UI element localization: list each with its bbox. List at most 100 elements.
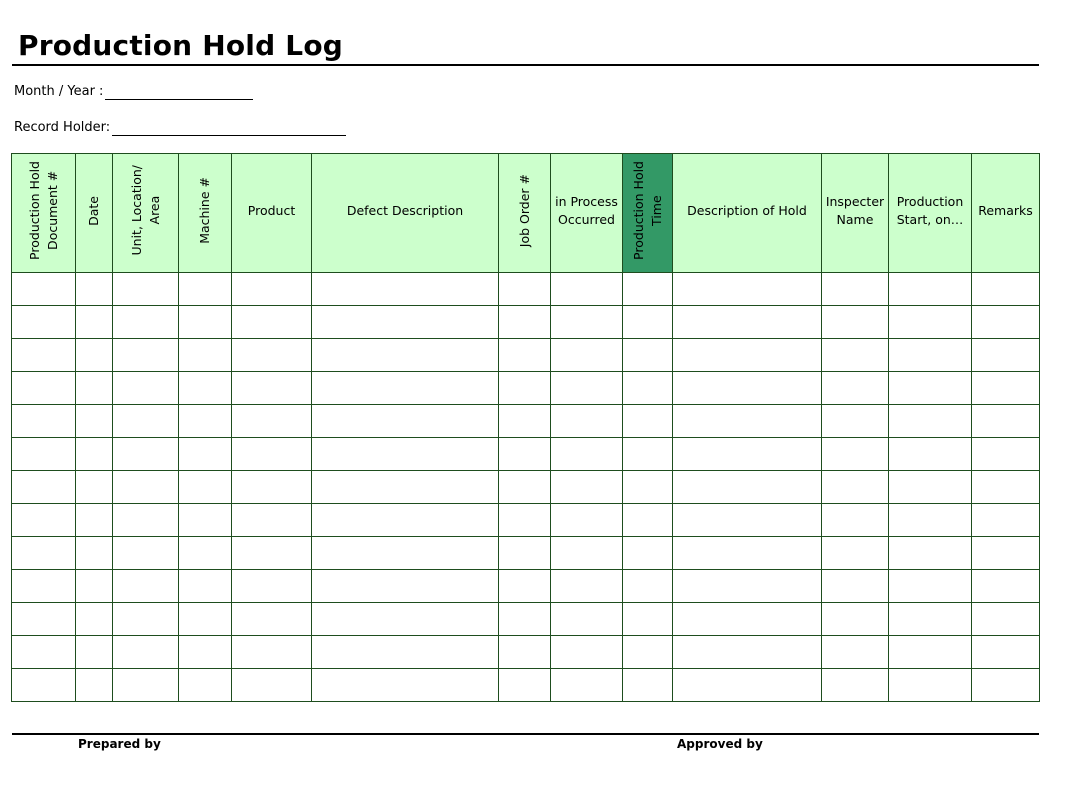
table-cell[interactable] [550,536,623,570]
table-cell[interactable] [231,536,312,570]
table-cell[interactable] [178,635,232,669]
table-cell[interactable] [971,272,1040,306]
table-cell[interactable] [112,371,179,405]
table-cell[interactable] [672,404,822,438]
table-cell[interactable] [311,602,499,636]
table-cell[interactable] [672,536,822,570]
table-cell[interactable] [231,569,312,603]
table-cell[interactable] [11,635,76,669]
table-cell[interactable] [672,437,822,471]
table-cell[interactable] [75,668,113,702]
table-cell[interactable] [550,602,623,636]
table-cell[interactable] [178,338,232,372]
table-cell[interactable] [112,602,179,636]
table-cell[interactable] [971,503,1040,537]
table-cell[interactable] [550,371,623,405]
table-cell[interactable] [622,371,673,405]
table-cell[interactable] [311,371,499,405]
table-cell[interactable] [971,569,1040,603]
table-cell[interactable] [971,536,1040,570]
table-cell[interactable] [311,338,499,372]
table-cell[interactable] [178,569,232,603]
table-cell[interactable] [231,338,312,372]
table-cell[interactable] [75,569,113,603]
table-cell[interactable] [622,668,673,702]
table-cell[interactable] [888,503,972,537]
table-cell[interactable] [112,635,179,669]
table-cell[interactable] [622,404,673,438]
table-cell[interactable] [75,470,113,504]
table-cell[interactable] [231,371,312,405]
table-cell[interactable] [550,503,623,537]
table-cell[interactable] [550,305,623,339]
table-cell[interactable] [311,470,499,504]
table-cell[interactable] [821,602,889,636]
table-cell[interactable] [498,338,551,372]
month-year-blank-line[interactable] [105,87,254,100]
table-cell[interactable] [622,503,673,537]
table-cell[interactable] [971,635,1040,669]
table-cell[interactable] [888,272,972,306]
table-cell[interactable] [550,272,623,306]
table-cell[interactable] [672,371,822,405]
table-cell[interactable] [821,470,889,504]
table-cell[interactable] [112,470,179,504]
table-cell[interactable] [75,404,113,438]
table-cell[interactable] [311,305,499,339]
table-cell[interactable] [971,470,1040,504]
table-cell[interactable] [178,536,232,570]
table-cell[interactable] [231,404,312,438]
table-cell[interactable] [550,404,623,438]
table-cell[interactable] [11,602,76,636]
table-cell[interactable] [178,668,232,702]
table-cell[interactable] [498,404,551,438]
table-cell[interactable] [311,569,499,603]
table-cell[interactable] [971,602,1040,636]
table-cell[interactable] [178,371,232,405]
table-cell[interactable] [231,437,312,471]
table-cell[interactable] [550,569,623,603]
table-cell[interactable] [231,668,312,702]
table-cell[interactable] [112,338,179,372]
table-cell[interactable] [112,305,179,339]
table-cell[interactable] [178,437,232,471]
table-cell[interactable] [672,272,822,306]
table-cell[interactable] [821,437,889,471]
table-cell[interactable] [11,503,76,537]
record-holder-blank-line[interactable] [112,123,347,136]
table-cell[interactable] [550,470,623,504]
table-cell[interactable] [888,371,972,405]
table-cell[interactable] [311,503,499,537]
table-cell[interactable] [821,338,889,372]
table-cell[interactable] [888,338,972,372]
table-cell[interactable] [971,305,1040,339]
table-cell[interactable] [550,668,623,702]
table-cell[interactable] [75,338,113,372]
table-cell[interactable] [498,569,551,603]
table-cell[interactable] [231,503,312,537]
table-cell[interactable] [311,536,499,570]
table-cell[interactable] [672,338,822,372]
table-cell[interactable] [672,668,822,702]
table-cell[interactable] [622,569,673,603]
table-cell[interactable] [112,272,179,306]
table-cell[interactable] [11,272,76,306]
table-cell[interactable] [11,338,76,372]
table-cell[interactable] [231,272,312,306]
table-cell[interactable] [672,635,822,669]
table-cell[interactable] [11,536,76,570]
table-cell[interactable] [821,536,889,570]
table-cell[interactable] [672,503,822,537]
table-cell[interactable] [311,437,499,471]
table-cell[interactable] [888,404,972,438]
table-cell[interactable] [498,305,551,339]
table-cell[interactable] [75,536,113,570]
table-cell[interactable] [888,569,972,603]
table-cell[interactable] [622,338,673,372]
table-cell[interactable] [498,503,551,537]
table-cell[interactable] [11,305,76,339]
table-cell[interactable] [622,536,673,570]
table-cell[interactable] [112,536,179,570]
table-cell[interactable] [622,305,673,339]
table-cell[interactable] [311,404,499,438]
